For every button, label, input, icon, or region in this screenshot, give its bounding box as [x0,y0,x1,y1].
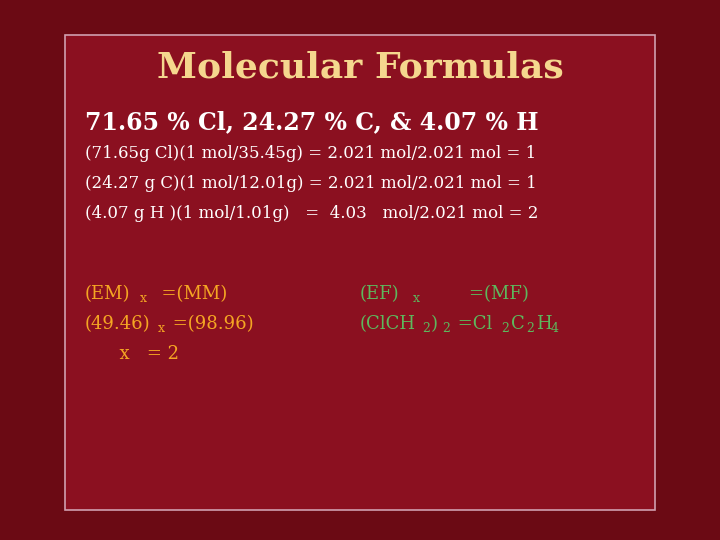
Text: (4.07 g H )(1 mol/1.01g)   =  4.03   mol/2.021 mol = 2: (4.07 g H )(1 mol/1.01g) = 4.03 mol/2.02… [85,205,539,222]
Text: Molecular Formulas: Molecular Formulas [157,50,563,84]
Text: (24.27 g C)(1 mol/12.01g) = 2.021 mol/2.021 mol = 1: (24.27 g C)(1 mol/12.01g) = 2.021 mol/2.… [85,175,536,192]
Text: (71.65g Cl)(1 mol/35.45g) = 2.021 mol/2.021 mol = 1: (71.65g Cl)(1 mol/35.45g) = 2.021 mol/2.… [85,145,536,162]
Text: ): ) [431,315,438,333]
Text: x: x [158,322,165,335]
Text: =(MM): =(MM) [150,285,228,303]
Text: =(MF): =(MF) [423,285,529,303]
Text: 2: 2 [501,322,509,335]
Text: (ClCH: (ClCH [360,315,416,333]
Text: 4: 4 [551,322,559,335]
Text: H: H [536,315,552,333]
Text: 2: 2 [526,322,534,335]
Text: 71.65 % Cl, 24.27 % C, & 4.07 % H: 71.65 % Cl, 24.27 % C, & 4.07 % H [85,110,539,134]
Text: x: x [413,292,420,305]
Text: =Cl: =Cl [452,315,492,333]
Text: (49.46): (49.46) [85,315,150,333]
Text: =(98.96): =(98.96) [167,315,253,333]
Text: x   = 2: x = 2 [85,345,179,363]
Text: 2: 2 [422,322,430,335]
Text: C: C [511,315,525,333]
Text: (EF): (EF) [360,285,400,303]
Bar [65,35,655,510]
Text: x: x [140,292,147,305]
Text: 2: 2 [442,322,450,335]
Text: (EM): (EM) [85,285,130,303]
